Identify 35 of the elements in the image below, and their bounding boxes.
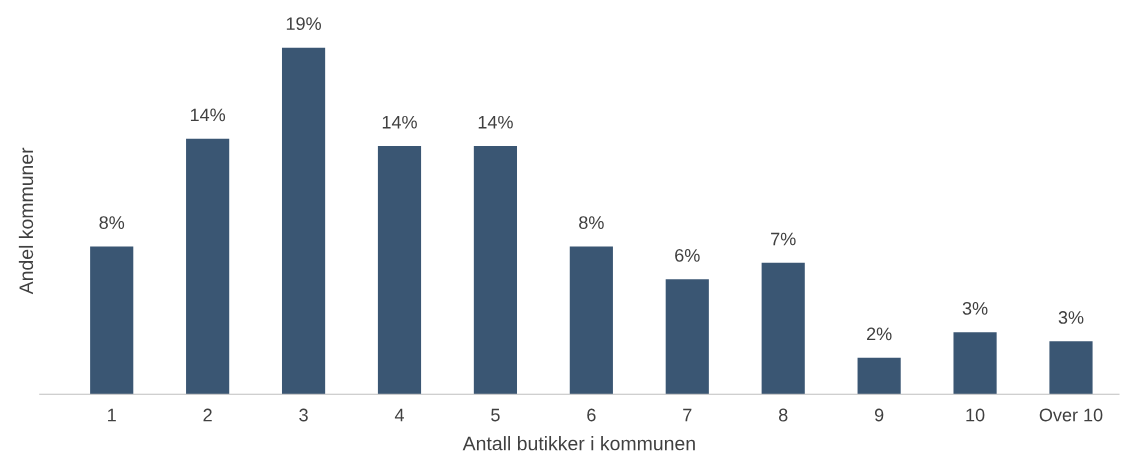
x-tick-label: 1 (108, 408, 116, 422)
x-axis-title: Antall butikker i kommunen (462, 436, 695, 451)
bar (953, 332, 997, 395)
data-label: 7% (771, 232, 796, 246)
bar (1049, 341, 1093, 395)
data-label: 2% (867, 327, 892, 341)
x-tick-label: 8 (778, 408, 788, 422)
data-label: 6% (675, 249, 700, 262)
x-tick-label: Over 10 (1039, 408, 1103, 422)
y-axis-title: Andel kommuner (18, 147, 34, 295)
x-tick-label: 3 (299, 408, 308, 422)
bar (90, 246, 134, 395)
bar (186, 138, 230, 395)
bar (761, 262, 805, 395)
bar (377, 146, 422, 395)
data-label: 14% (478, 115, 513, 129)
data-label: 14% (382, 115, 417, 129)
bar (857, 357, 901, 395)
data-label: 3% (962, 301, 988, 315)
data-label: 3% (1058, 311, 1084, 324)
x-tick-label: 9 (874, 408, 884, 422)
bar (569, 246, 613, 395)
data-label: 8% (579, 216, 604, 229)
x-tick-label: 7 (683, 408, 692, 422)
data-label: 14% (190, 108, 226, 122)
data-label: 19% (286, 17, 321, 31)
x-tick-label: 10 (966, 408, 985, 422)
bar (281, 47, 326, 395)
x-tick-label: 4 (394, 408, 404, 422)
x-tick-label: 2 (203, 408, 212, 422)
x-tick-label: 5 (491, 408, 500, 422)
bar (473, 146, 518, 395)
bar (665, 279, 709, 395)
x-tick-label: 6 (587, 408, 596, 422)
data-label: 8% (99, 216, 125, 229)
